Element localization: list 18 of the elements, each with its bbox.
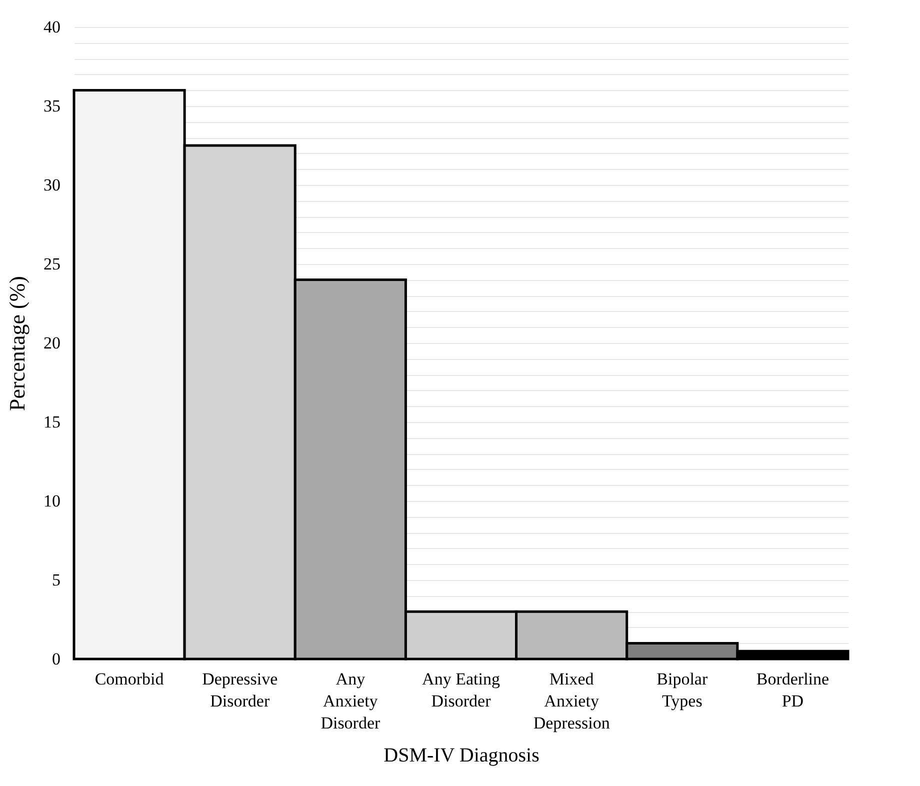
x-tick-label: Bipolar Types xyxy=(656,670,708,710)
y-tick-label: 40 xyxy=(44,18,60,36)
y-tick-label: 35 xyxy=(44,96,60,116)
x-axis-title: DSM-IV Diagnosis xyxy=(384,744,540,766)
y-tick-label: 5 xyxy=(52,570,60,590)
x-tick-label: Comorbid xyxy=(94,670,164,688)
y-tick-label: 20 xyxy=(44,334,60,352)
x-tick-label: Borderline PD xyxy=(756,670,830,710)
x-tick-label: Any Anxiety Disorder xyxy=(320,670,381,732)
y-tick-label: 25 xyxy=(44,254,60,274)
x-tick-label: Mixed Anxiety Depression xyxy=(533,670,610,732)
y-tick-label: 15 xyxy=(44,412,60,432)
y-tick-label: 0 xyxy=(52,650,60,668)
y-tick-label: 30 xyxy=(44,176,60,194)
x-tick-label: Any Eating Disorder xyxy=(422,670,500,710)
y-tick-label: 10 xyxy=(44,492,60,510)
y-axis-title: Percentage (%) xyxy=(4,276,30,411)
x-tick-label: Depressive Disorder xyxy=(202,670,278,710)
